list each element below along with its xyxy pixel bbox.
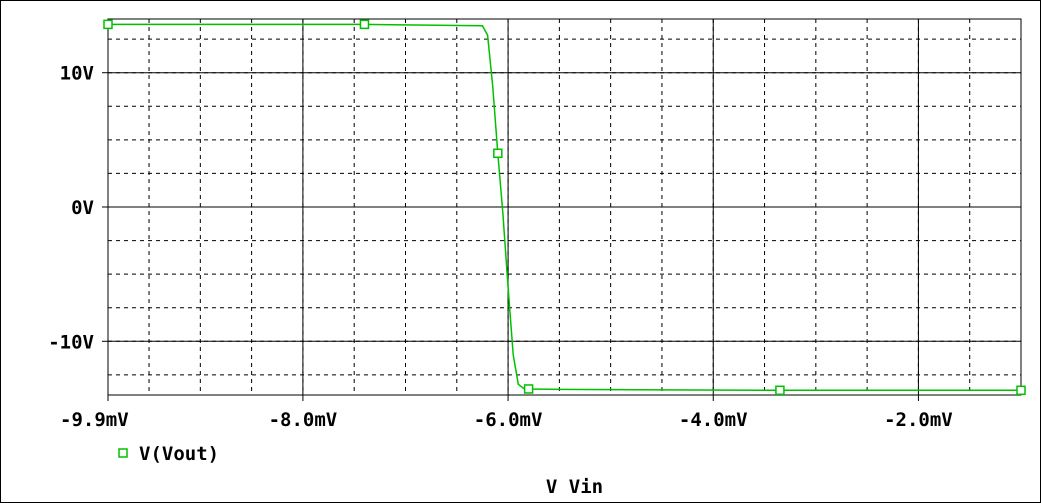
series-line-0 — [108, 23, 1021, 392]
series-marker-0-3 — [523, 384, 534, 394]
series-marker-0-2 — [493, 148, 503, 159]
legend-marker-v-vout — [118, 448, 128, 458]
legend: V(Vout) — [118, 443, 219, 465]
x-tick-label-2: -6.0mV — [474, 409, 543, 431]
axis-layer — [102, 18, 1022, 401]
legend-label-v-vout: V(Vout) — [139, 443, 219, 465]
series-marker-0-4 — [775, 385, 785, 396]
x-tick-label-4: -2.0mV — [884, 409, 953, 431]
y-tick-label-2: -10V — [48, 331, 94, 353]
x-tick-label-1: -8.0mV — [269, 409, 338, 431]
series-marker-0-5 — [1016, 385, 1026, 396]
series-marker-0-1 — [359, 19, 370, 30]
x-axis-title: V Vin — [546, 476, 603, 498]
x-tick-label-0: -9.9mV — [60, 409, 129, 431]
series-marker-0-0 — [103, 19, 113, 30]
series-layer — [103, 19, 1026, 396]
y-tick-label-1: 0V — [71, 197, 94, 219]
x-tick-label-3: -4.0mV — [679, 409, 748, 431]
label-layer: -9.9mV -8.0mV -6.0mV -4.0mV -2.0mV 10V 0V -10V — [48, 63, 953, 431]
y-tick-label-0: 10V — [60, 63, 94, 85]
grid-layer — [108, 19, 1021, 395]
